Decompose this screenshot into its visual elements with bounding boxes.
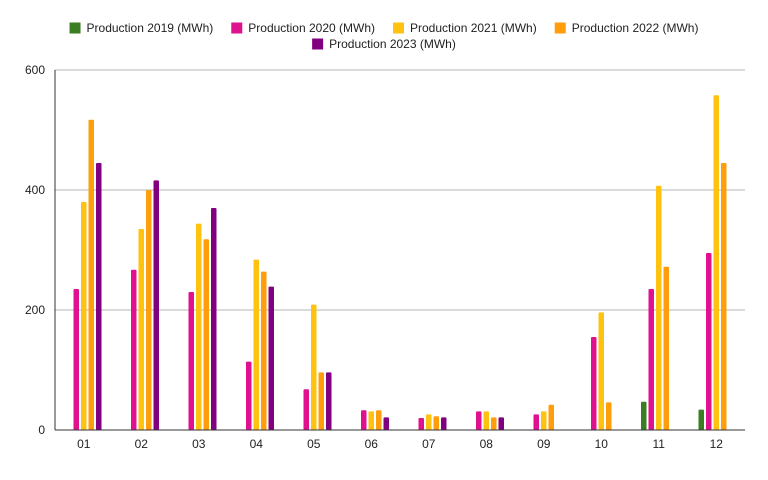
- bar: [591, 337, 597, 430]
- bar: [318, 372, 324, 430]
- bar: [376, 410, 382, 430]
- bar: [721, 163, 727, 430]
- bar: [196, 223, 202, 430]
- legend-item[interactable]: Production 2021 (MWh): [393, 21, 537, 35]
- legend-swatch: [69, 22, 81, 34]
- bar: [706, 253, 712, 430]
- x-tick-label: 11: [653, 437, 666, 451]
- x-tick-label: 03: [192, 437, 206, 451]
- legend-swatch: [231, 22, 243, 34]
- x-tick-label: 01: [77, 437, 91, 451]
- bar: [441, 417, 447, 430]
- bars: [73, 95, 727, 431]
- bar: [383, 417, 389, 430]
- bar: [491, 417, 497, 430]
- legend-swatch: [393, 22, 404, 34]
- bar: [361, 410, 367, 430]
- chart-legend: Production 2019 (MWh) Production 2020 (MW…: [69, 21, 699, 51]
- legend-item[interactable]: Production 2023 (MWh): [312, 37, 456, 51]
- legend-item[interactable]: Production 2019 (MWh): [69, 21, 214, 35]
- bar: [96, 163, 102, 430]
- bar: [268, 286, 274, 430]
- x-tick-label: 05: [307, 437, 321, 451]
- bar: [698, 409, 704, 430]
- bar: [663, 266, 669, 430]
- bar: [153, 180, 159, 430]
- x-tick-label: 06: [365, 437, 379, 451]
- bar: [261, 271, 267, 430]
- bar: [426, 414, 432, 430]
- bar: [81, 202, 87, 430]
- bar: [648, 289, 654, 430]
- bar: [498, 417, 504, 430]
- y-tick-label: 0: [38, 423, 45, 437]
- bar: [303, 389, 309, 430]
- y-tick-label: 400: [25, 183, 45, 197]
- legend-label: Production 2020 (MWh): [248, 21, 375, 35]
- bar: [211, 208, 217, 430]
- bar: [368, 411, 374, 430]
- bar: [483, 411, 489, 430]
- legend-label: Production 2021 (MWh): [410, 21, 537, 35]
- bar: [598, 312, 604, 430]
- y-tick-label: 600: [25, 63, 45, 77]
- bar: [418, 418, 424, 430]
- bar: [253, 259, 259, 430]
- legend-label: Production 2023 (MWh): [329, 37, 456, 51]
- x-tick-label: 04: [250, 437, 264, 451]
- bar: [131, 269, 137, 430]
- bar: [138, 229, 144, 430]
- x-tick-label: 07: [422, 437, 436, 451]
- bar: [476, 411, 482, 430]
- bar: [713, 95, 719, 430]
- bar: [246, 361, 252, 430]
- bar: [73, 289, 79, 430]
- legend-swatch: [312, 38, 324, 50]
- x-tick-label: 09: [537, 437, 551, 451]
- bar: [203, 239, 209, 430]
- bar: [656, 185, 662, 430]
- legend-item[interactable]: Production 2020 (MWh): [231, 21, 375, 35]
- bar: [326, 372, 332, 430]
- bar: [188, 292, 194, 430]
- bar: [146, 190, 152, 430]
- x-tick-label: 08: [480, 437, 494, 451]
- x-tick-label: 12: [710, 437, 724, 451]
- legend-label: Production 2019 (MWh): [87, 21, 214, 35]
- bar: [641, 401, 647, 430]
- bar: [533, 414, 539, 430]
- bar: [311, 304, 317, 430]
- gridlines: [55, 69, 745, 311]
- y-tick-label: 200: [25, 303, 45, 317]
- legend-item[interactable]: Production 2022 (MWh): [554, 21, 699, 35]
- bar: [606, 402, 612, 430]
- bar: [541, 411, 547, 430]
- bar: [548, 404, 554, 430]
- bar: [88, 119, 94, 431]
- x-tick-label: 02: [135, 437, 149, 451]
- legend-swatch: [554, 22, 566, 34]
- legend-label: Production 2022 (MWh): [572, 21, 699, 35]
- axes: 0 200 400 600 01 02 03 04 05 06 07 08 09 10 11 12: [25, 63, 745, 451]
- x-tick-label: 10: [595, 437, 609, 451]
- bar: [433, 416, 439, 430]
